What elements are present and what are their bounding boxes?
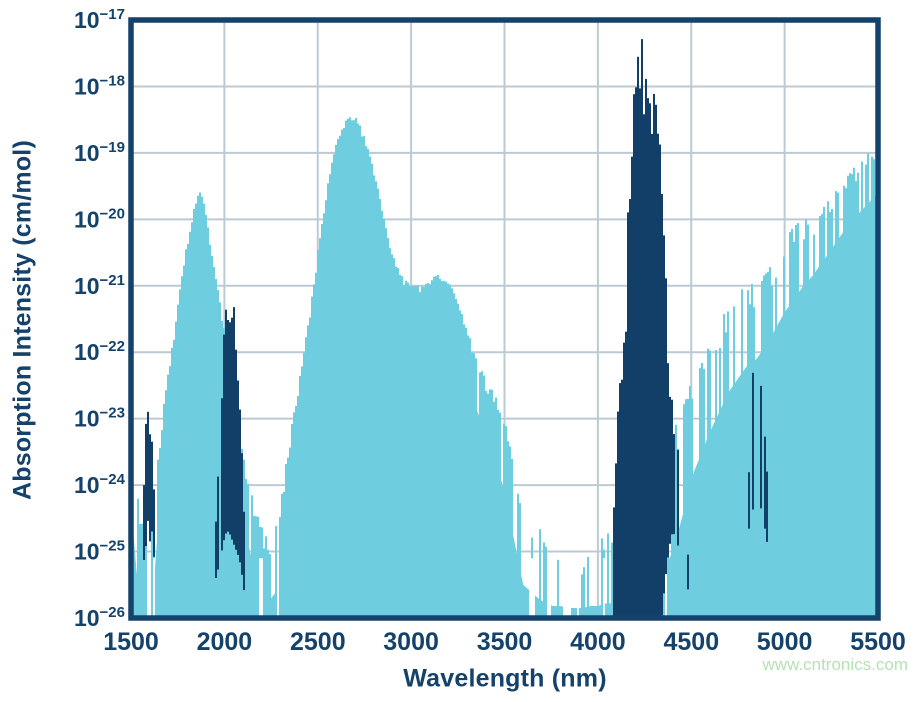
x-axis-title: Wavelength (nm) [403,664,607,693]
svg-text:2500: 2500 [290,628,346,656]
dark-series-lines [143,39,768,618]
plot-border [128,17,881,621]
svg-text:3500: 3500 [477,628,533,656]
svg-text:4500: 4500 [663,628,719,656]
svg-text:10−24: 10−24 [74,471,126,498]
y-axis-title: Absorption Intensity (cm/mol) [8,140,37,500]
svg-text:10−18: 10−18 [74,72,125,99]
svg-text:10−25: 10−25 [74,538,125,565]
svg-text:2000: 2000 [197,628,253,656]
data-layer [131,39,878,618]
light-series-lines [131,117,875,618]
watermark-text: www.cntronics.com [762,655,908,674]
svg-text:5500: 5500 [850,628,906,656]
svg-text:5000: 5000 [757,628,813,656]
svg-text:3000: 3000 [383,628,439,656]
svg-text:10−19: 10−19 [74,139,125,166]
y-tick-labels: 10−17 10−18 10−19 10−20 10−21 10−22 10−23 10−24… [74,6,126,631]
svg-text:10−21: 10−21 [74,272,125,299]
svg-text:4000: 4000 [570,628,626,656]
svg-text:10−26: 10−26 [74,604,125,631]
svg-text:10−17: 10−17 [74,6,125,33]
svg-text:10−20: 10−20 [74,205,125,232]
svg-text:10−23: 10−23 [74,405,125,432]
svg-text:10−22: 10−22 [74,338,125,365]
svg-text:1500: 1500 [103,628,159,656]
x-tick-labels: 1500 2000 2500 3000 3500 4000 4500 5000 5500 [103,628,906,656]
